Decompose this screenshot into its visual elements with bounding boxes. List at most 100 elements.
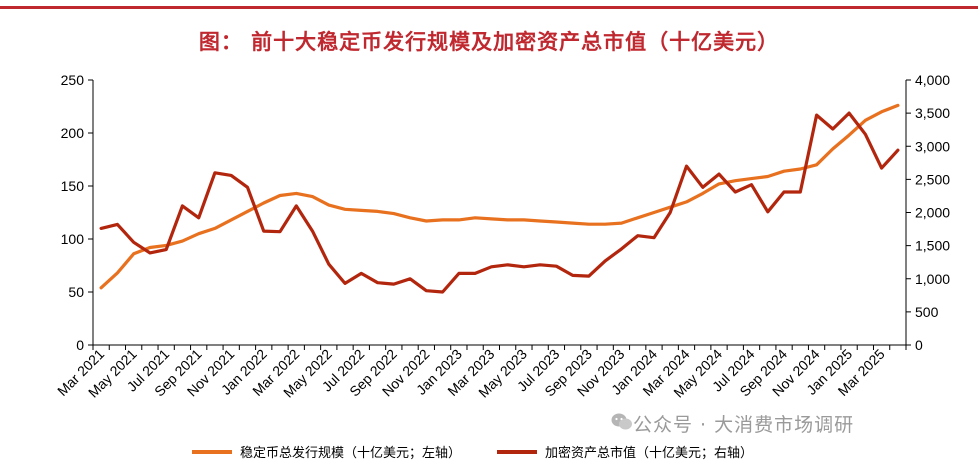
stablecoin-data-point	[490, 217, 493, 221]
stablecoin-data-point	[734, 179, 737, 182]
crypto-data-point	[213, 171, 217, 174]
crypto-data-point	[408, 277, 412, 280]
stablecoin-data-point	[343, 208, 347, 211]
crypto-data-point	[148, 251, 152, 255]
crypto-data-point	[587, 274, 591, 278]
right-axis-tick-label: 2,500	[915, 171, 950, 187]
crypto-data-point	[132, 241, 135, 244]
crypto-data-point	[717, 172, 721, 176]
crypto-data-point	[425, 289, 428, 292]
crypto-data-point	[181, 204, 184, 208]
crypto-data-point	[360, 272, 363, 275]
stablecoin-data-point	[425, 219, 428, 223]
left-axis-tick-label: 50	[68, 284, 84, 300]
left-axis-tick-label: 200	[61, 125, 85, 141]
stablecoin-data-point	[815, 163, 818, 166]
stablecoin-data-point	[701, 192, 704, 195]
crypto-data-point	[652, 236, 656, 239]
crypto-data-point	[506, 263, 509, 266]
stablecoin-data-point	[230, 218, 233, 222]
crypto-data-point	[343, 282, 347, 285]
crypto-data-point	[457, 272, 461, 275]
stablecoin-data-point	[717, 182, 721, 186]
crypto-data-point	[327, 263, 330, 266]
crypto-data-point	[734, 190, 737, 194]
stablecoin-data-point	[864, 119, 867, 122]
stablecoin-data-point	[148, 246, 152, 249]
left-axis-tick-label: 250	[61, 72, 85, 88]
stablecoin-data-point	[750, 177, 753, 180]
left-axis-tick-label: 0	[76, 337, 84, 353]
stablecoin-data-point	[360, 209, 363, 212]
crypto-data-point	[750, 183, 753, 186]
crypto-data-point	[815, 113, 818, 117]
crypto-data-point	[99, 227, 103, 230]
right-axis-tick-label: 1,500	[915, 238, 950, 254]
stablecoin-data-point	[880, 110, 883, 114]
crypto-data-point	[799, 190, 802, 194]
crypto-data-point	[262, 229, 265, 233]
crypto-data-point	[701, 186, 704, 189]
crypto-data-point	[896, 149, 900, 152]
left-axis-tick-label: 100	[61, 231, 85, 247]
stablecoin-data-point	[896, 104, 900, 107]
stablecoin-data-point	[685, 200, 688, 204]
crypto-data-point	[880, 166, 883, 170]
crypto-data-point	[636, 234, 639, 237]
stablecoin-data-point	[555, 220, 558, 224]
stablecoin-data-point	[636, 216, 639, 219]
crypto-data-point	[490, 265, 493, 268]
stablecoin-series-line	[99, 103, 900, 290]
stablecoin-data-point	[262, 201, 265, 205]
stablecoin-data-point	[473, 216, 477, 219]
crypto-data-point	[685, 164, 688, 168]
stablecoin-data-point	[571, 221, 574, 225]
crypto-data-point	[295, 204, 298, 208]
wechat-icon	[611, 413, 632, 430]
stablecoin-data-point	[278, 194, 282, 197]
stablecoin-data-point	[197, 232, 200, 235]
stablecoin-data-point	[181, 239, 184, 243]
crypto-data-point	[246, 186, 249, 189]
top-divider	[0, 6, 978, 9]
stablecoin-data-point	[246, 210, 249, 213]
crypto-data-point	[392, 282, 395, 286]
stablecoin-data-point	[213, 227, 217, 230]
crypto-data-point	[278, 230, 282, 233]
crypto-data-point	[571, 274, 574, 277]
stablecoin-data-point	[604, 223, 607, 226]
stablecoin-data-point	[327, 203, 330, 207]
stablecoin-data-point	[457, 218, 461, 222]
crypto-data-point	[116, 223, 119, 226]
legend: 稳定币总发行规模（十亿美元；左轴） 加密资产总市值（十亿美元；右轴）	[192, 445, 753, 461]
crypto-data-point	[230, 174, 233, 177]
crypto-data-point	[782, 190, 786, 194]
crypto-data-point	[538, 263, 542, 266]
right-axis-tick-label: 4,000	[915, 72, 950, 88]
stablecoin-data-point	[99, 286, 103, 289]
watermark-text: 公众号 · 大消费市场调研	[633, 414, 855, 436]
right-axis-tick-label: 3,500	[915, 105, 950, 121]
right-axis-tick-label: 2,000	[915, 205, 950, 221]
stablecoin-data-point	[831, 147, 834, 151]
stablecoin-data-point	[522, 218, 526, 222]
stablecoin-data-point	[766, 175, 769, 178]
crypto-data-point	[620, 247, 623, 251]
right-axis-tick-label: 0	[915, 337, 923, 353]
crypto-data-point	[311, 229, 314, 233]
series-group	[99, 103, 900, 294]
stablecoin-data-point	[132, 252, 135, 255]
stablecoin-data-point	[376, 210, 379, 213]
stablecoin-data-point	[506, 218, 509, 222]
crypto-data-point	[669, 211, 672, 214]
crypto-data-point	[831, 127, 834, 131]
right-axis-tick-label: 3,000	[915, 138, 950, 154]
crypto-data-point	[376, 281, 379, 284]
crypto-data-point	[864, 133, 867, 136]
stablecoin-data-point	[441, 218, 444, 222]
chart-title: 图： 前十大稳定币发行规模及加密资产总市值（十亿美元）	[198, 30, 780, 54]
crypto-data-point	[766, 210, 769, 213]
legend-label-crypto: 加密资产总市值（十亿美元；右轴）	[545, 445, 753, 461]
crypto-data-point	[197, 216, 200, 219]
crypto-data-point	[165, 248, 168, 251]
